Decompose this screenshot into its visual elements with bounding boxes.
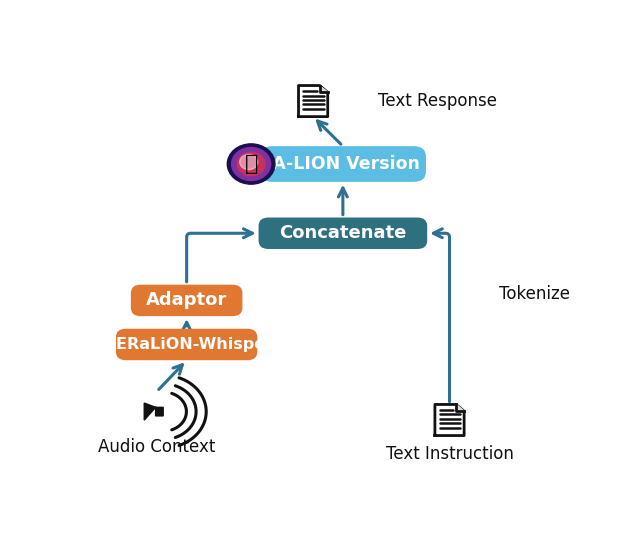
Text: Adaptor: Adaptor [146,292,227,310]
Circle shape [240,154,258,169]
Text: Text Instruction: Text Instruction [385,445,513,463]
Text: Concatenate: Concatenate [279,224,406,243]
Polygon shape [456,404,464,411]
Text: Audio Context: Audio Context [98,438,216,456]
Text: MERaLiON-Whisper: MERaLiON-Whisper [100,337,273,352]
Text: Text Response: Text Response [378,92,497,110]
FancyBboxPatch shape [260,146,426,182]
Polygon shape [320,86,328,92]
FancyBboxPatch shape [259,217,428,249]
Polygon shape [435,404,464,435]
Text: SEA-LION Version 3: SEA-LION Version 3 [248,155,438,173]
Circle shape [237,153,265,175]
Text: 🦁: 🦁 [244,154,258,174]
Polygon shape [144,403,163,420]
Circle shape [227,144,275,184]
Polygon shape [298,86,328,117]
Circle shape [232,148,271,180]
Text: Tokenize: Tokenize [499,285,570,303]
FancyBboxPatch shape [131,284,243,316]
FancyBboxPatch shape [116,329,257,360]
